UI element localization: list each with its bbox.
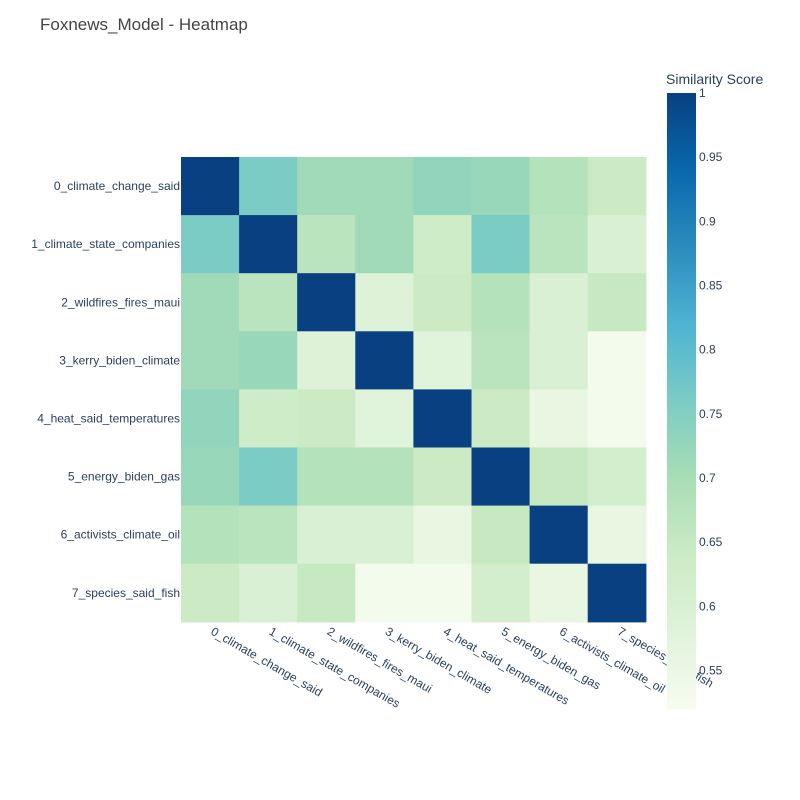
heatmap-cell-0-3 [355, 157, 414, 216]
heatmap-cell-0-1 [239, 157, 298, 216]
heatmap-cell-4-6 [529, 389, 589, 449]
heatmap-cell-0-4 [413, 157, 473, 216]
y-tick-label: 2_wildfires_fires_maui [61, 295, 180, 309]
colorbar-tick-label: 0.8 [699, 343, 716, 357]
heatmap-cell-7-2 [297, 563, 356, 623]
heatmap-cell-2-4 [413, 273, 473, 332]
heatmap-cell-2-3 [355, 273, 414, 332]
heatmap-cell-3-3 [355, 331, 414, 390]
heatmap-cell-6-6 [529, 505, 589, 565]
heatmap-cell-3-6 [529, 331, 589, 390]
heatmap-cell-0-0 [181, 157, 240, 216]
y-tick-label: 6_activists_climate_oil [61, 528, 180, 542]
heatmap-cell-5-7 [587, 447, 647, 507]
colorbar-gradient [667, 93, 696, 709]
heatmap-cell-1-5 [471, 215, 531, 274]
heatmap-cell-0-7 [587, 157, 647, 216]
heatmap-cell-4-3 [355, 389, 414, 449]
heatmap-cell-4-5 [471, 389, 531, 449]
colorbar-tick-label: 0.95 [699, 150, 723, 164]
heatmap-cell-4-2 [297, 389, 356, 449]
heatmap-cell-5-4 [413, 447, 473, 507]
heatmap-cell-7-4 [413, 563, 473, 623]
heatmap-cell-7-1 [239, 563, 298, 623]
heatmap-cells [181, 157, 647, 623]
x-tick-label: 7_species_said_fish [615, 624, 716, 690]
heatmap-cell-1-1 [239, 215, 298, 274]
x-tick-label: 3_kerry_biden_climate [383, 624, 495, 697]
heatmap-cell-6-3 [355, 505, 414, 565]
heatmap-cell-5-3 [355, 447, 414, 507]
heatmap-cell-6-5 [471, 505, 531, 565]
heatmap-cell-2-5 [471, 273, 531, 332]
heatmap-cell-4-1 [239, 389, 298, 449]
heatmap-cell-6-4 [413, 505, 473, 565]
heatmap-cell-7-7 [587, 563, 647, 623]
y-tick-label: 3_kerry_biden_climate [59, 353, 180, 367]
heatmap-cell-1-0 [181, 215, 240, 274]
heatmap-cell-2-0 [181, 273, 240, 332]
heatmap-cell-6-2 [297, 505, 356, 565]
heatmap-cell-3-1 [239, 331, 298, 390]
heatmap-cell-6-7 [587, 505, 647, 565]
y-tick-label: 4_heat_said_temperatures [37, 411, 180, 425]
y-tick-label: 7_species_said_fish [72, 586, 180, 600]
heatmap-cell-4-0 [181, 389, 240, 449]
heatmap-cell-6-0 [181, 505, 240, 565]
heatmap-cell-1-4 [413, 215, 473, 274]
colorbar-title: Similarity Score [666, 71, 763, 87]
heatmap-cell-3-5 [471, 331, 531, 390]
colorbar-tick-label: 0.7 [699, 471, 716, 485]
heatmap-cell-0-6 [529, 157, 589, 216]
heatmap-cell-5-1 [239, 447, 298, 507]
x-axis-tick-labels: 0_climate_change_said1_climate_state_com… [209, 624, 716, 711]
x-tick-label: 6_activists_climate_oil [557, 624, 667, 696]
x-tick-label: 5_energy_biden_gas [499, 624, 603, 692]
colorbar-tick-label: 0.6 [699, 599, 716, 613]
colorbar-tick-labels: 1 0.95 0.9 0.85 0.8 0.75 0.7 0.65 0.6 0.55 [699, 86, 723, 678]
heatmap-cell-7-0 [181, 563, 240, 623]
heatmap-cell-7-5 [471, 563, 531, 623]
heatmap-cell-2-7 [587, 273, 647, 332]
heatmap-cell-3-2 [297, 331, 356, 390]
chart-title: Foxnews_Model - Heatmap [40, 15, 248, 34]
heatmap-cell-5-5 [471, 447, 531, 507]
heatmap-cell-5-2 [297, 447, 356, 507]
heatmap-cell-1-2 [297, 215, 356, 274]
heatmap-cell-7-3 [355, 563, 414, 623]
heatmap-cell-7-6 [529, 563, 589, 623]
heatmap-cell-5-0 [181, 447, 240, 507]
colorbar-tick-label: 1 [699, 86, 706, 100]
colorbar-tick-label: 0.55 [699, 664, 723, 678]
colorbar-tick-label: 0.85 [699, 279, 723, 293]
heatmap-cell-2-6 [529, 273, 589, 332]
heatmap-cell-6-1 [239, 505, 298, 565]
colorbar-tick-label: 0.75 [699, 407, 723, 421]
heatmap-cell-5-6 [529, 447, 589, 507]
heatmap-cell-3-4 [413, 331, 473, 390]
heatmap-cell-4-7 [587, 389, 647, 449]
heatmap-cell-3-7 [587, 331, 647, 390]
heatmap-cell-0-2 [297, 157, 356, 216]
colorbar-tick-label: 0.65 [699, 535, 723, 549]
heatmap-cell-1-7 [587, 215, 647, 274]
heatmap-cell-2-1 [239, 273, 298, 332]
heatmap-cell-1-6 [529, 215, 589, 274]
heatmap-cell-1-3 [355, 215, 414, 274]
heatmap-cell-3-0 [181, 331, 240, 390]
y-tick-label: 0_climate_change_said [54, 179, 180, 193]
y-tick-label: 5_energy_biden_gas [68, 470, 180, 484]
heatmap-cell-0-5 [471, 157, 531, 216]
y-axis-tick-labels: 0_climate_change_said 1_climate_state_com… [31, 179, 180, 600]
y-tick-label: 1_climate_state_companies [31, 237, 180, 251]
heatmap-cell-4-4 [413, 389, 473, 449]
colorbar-tick-label: 0.9 [699, 214, 716, 228]
heatmap-cell-2-2 [297, 273, 356, 332]
